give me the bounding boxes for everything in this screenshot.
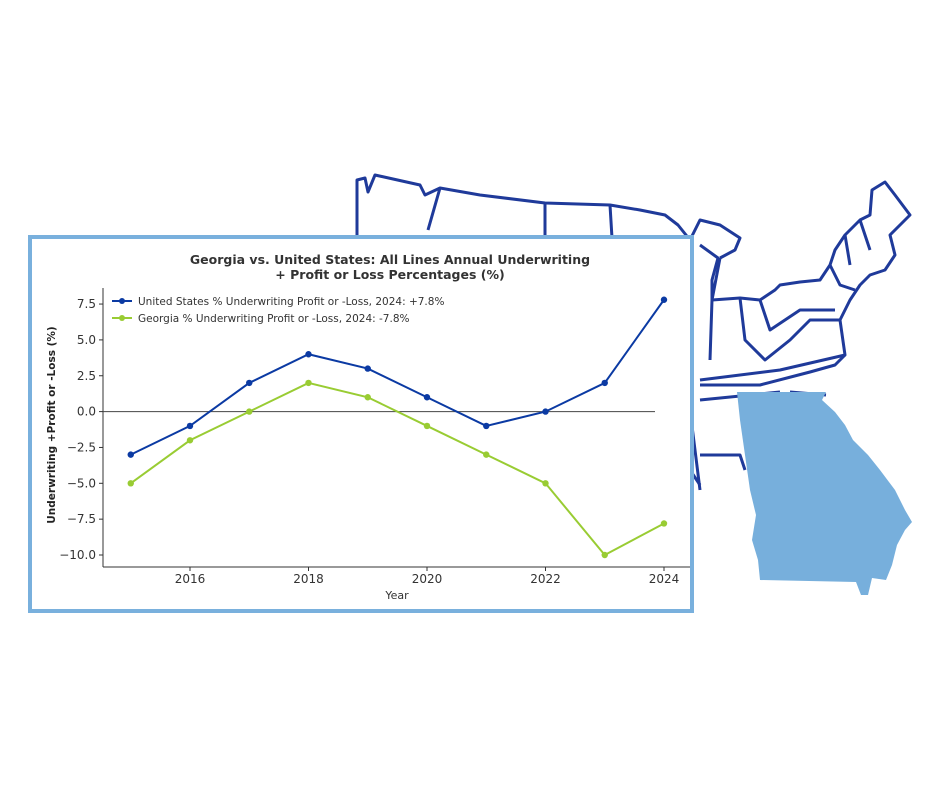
x-tick-label: 2022 [530,572,561,586]
legend-label-us: United States % Underwriting Profit or -… [138,296,444,308]
legend-dot-georgia [119,315,125,321]
series-layer [127,296,668,559]
data-point-us-2021 [483,422,490,430]
data-point-georgia-2019 [364,394,371,401]
data-point-georgia-2021 [483,451,490,458]
data-point-us-2015 [127,451,134,458]
data-point-us-2019 [364,365,371,372]
data-point-us-2018 [305,351,312,358]
y-tick-label: 5.0 [77,333,96,347]
data-point-georgia-2018 [305,379,312,387]
legend: United States % Underwriting Profit or -… [112,296,444,325]
data-point-georgia-2015 [127,480,134,487]
y-tick-label: −7.5 [67,512,96,526]
data-point-us-2017 [246,379,253,387]
x-axis-label: Year [384,589,409,602]
map-state-lines [426,187,872,491]
data-point-us-2022 [542,408,549,415]
y-tick-label: −5.0 [67,476,96,490]
y-tick-label: −10.0 [59,548,96,562]
data-point-georgia-2024 [660,520,668,527]
chart-panel: Georgia vs. United States: All Lines Ann… [28,235,694,613]
chart-title-line1: Georgia vs. United States: All Lines Ann… [190,252,590,267]
legend-label-georgia: Georgia % Underwriting Profit or -Loss, … [138,313,410,325]
x-tick-label: 2020 [412,572,443,586]
y-tick-label: 0.0 [77,405,96,419]
x-tick-label: 2018 [293,572,324,586]
x-tick-label: 2024 [649,572,680,586]
data-point-georgia-2017 [246,408,253,415]
data-point-georgia-2016 [186,437,194,444]
chart-title-line2: + Profit or Loss Percentages (%) [275,267,504,282]
y-tick-label: 2.5 [77,369,96,383]
series-line-us [130,299,665,456]
legend-dot-us [119,298,125,304]
data-point-us-2016 [186,422,194,430]
data-point-us-2024 [660,296,668,303]
data-point-us-2023 [601,379,608,387]
data-point-georgia-2020 [423,422,431,430]
series-line-georgia [130,381,665,557]
x-ticks: 2016 2018 2020 2022 2024 [175,567,680,586]
data-point-georgia-2023 [601,551,608,559]
y-tick-label: −2.5 [67,440,96,454]
y-ticks: 7.5 5.0 2.5 0.0 −2.5 −5.0 −7.5 −10.0 [59,297,103,562]
chart-frame [28,235,694,613]
y-tick-label: 7.5 [77,297,96,311]
georgia-state-shape [737,392,912,595]
y-axis-label: Underwriting +Profit or -Loss (%) [46,326,58,524]
data-point-us-2020 [423,394,431,401]
x-tick-label: 2016 [175,572,206,586]
map-outline-north [355,173,742,260]
data-point-georgia-2022 [542,480,549,487]
